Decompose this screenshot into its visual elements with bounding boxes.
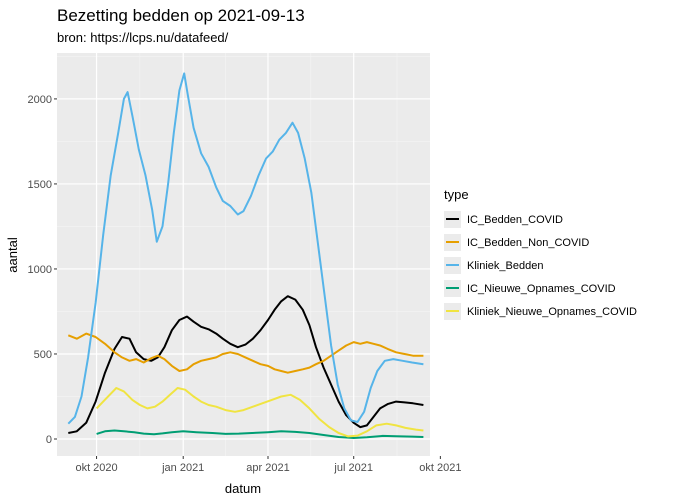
- y-tick-label: 1500: [28, 179, 52, 191]
- y-tick-label: 1000: [28, 264, 52, 276]
- x-tick-label: jul 2021: [333, 462, 373, 474]
- legend-item-ic-bedden-covid: IC_Bedden_COVID: [444, 208, 637, 231]
- x-tick-label: apr 2021: [246, 462, 289, 474]
- legend-item-kliniek-nieuwe-opnames-covid: Kliniek_Nieuwe_Opnames_COVID: [444, 300, 637, 323]
- legend-label: Kliniek_Nieuwe_Opnames_COVID: [467, 305, 637, 318]
- x-tick-label: okt 2021: [419, 462, 461, 474]
- grid-major: [57, 53, 441, 456]
- legend-label: IC_Bedden_COVID: [467, 213, 563, 226]
- x-tick-label: jan 2021: [161, 462, 204, 474]
- grid-minor: [57, 53, 430, 456]
- line-ic-nieuwe-opnames-covid: [96, 429, 424, 439]
- series-lines: [67, 72, 424, 439]
- legend-key: [444, 211, 461, 228]
- x-axis-label: datum: [225, 481, 261, 496]
- legend-key: [444, 303, 461, 320]
- line-kliniek-nieuwe-opnames-covid: [95, 387, 424, 438]
- legend-label: IC_Nieuwe_Opnames_COVID: [467, 282, 616, 295]
- legend-key: [444, 280, 461, 297]
- line-ic-bedden-covid: [68, 295, 424, 434]
- x-tick-label: okt 2020: [75, 462, 117, 474]
- legend-title: type: [444, 187, 469, 202]
- y-axis-label: aantal: [5, 237, 20, 273]
- chart-title: Bezetting bedden op 2021-09-13: [57, 6, 305, 25]
- legend: type IC_Bedden_COVID IC_Bedden_Non_COVID K…: [444, 187, 637, 323]
- legend-label: IC_Bedden_Non_COVID: [467, 236, 590, 249]
- legend-key: [444, 257, 461, 274]
- legend-label: Kliniek_Bedden: [467, 259, 544, 272]
- chart-subtitle: bron: https://lcps.nu/datafeed/: [57, 30, 229, 45]
- legend-item-kliniek-bedden: Kliniek_Bedden: [444, 254, 637, 277]
- legend-item-ic-bedden-non-covid: IC_Bedden_Non_COVID: [444, 231, 637, 254]
- plot-background: [57, 53, 430, 456]
- axis-ticks: 0 500 1000 1500 2000 okt 2020 jan 2021 apr 2021…: [28, 94, 462, 474]
- line-ic-bedden-non-covid: [67, 332, 424, 374]
- y-tick-label: 0: [46, 434, 52, 446]
- legend-key: [444, 234, 461, 251]
- legend-item-ic-nieuwe-opnames-covid: IC_Nieuwe_Opnames_COVID: [444, 277, 637, 300]
- y-tick-label: 2000: [28, 94, 52, 106]
- line-kliniek-bedden: [67, 72, 424, 425]
- y-tick-label: 500: [34, 349, 52, 361]
